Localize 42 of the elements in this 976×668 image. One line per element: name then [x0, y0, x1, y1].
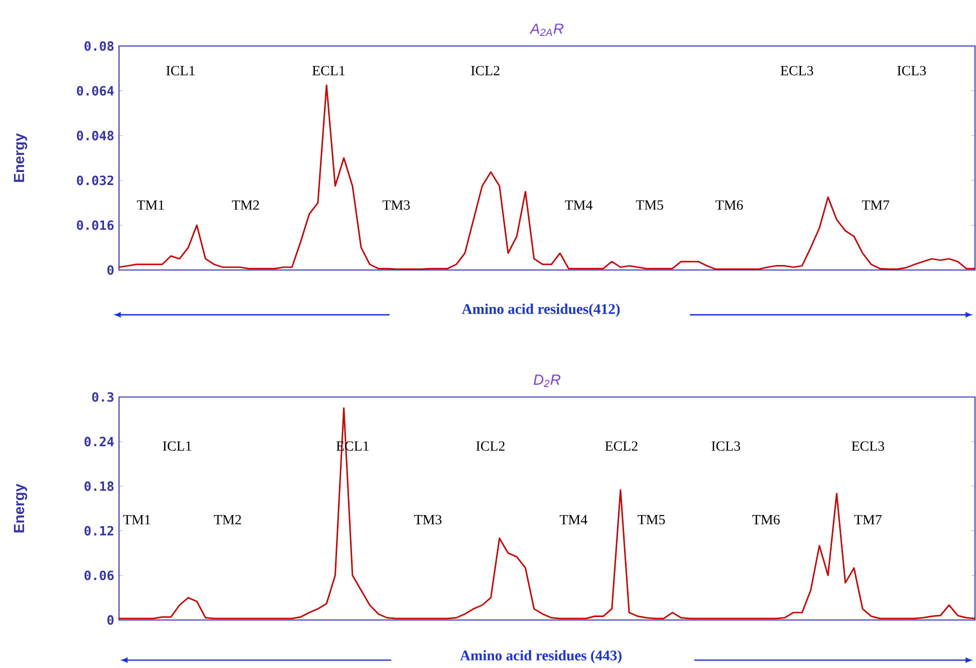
annotation: ICL1	[166, 66, 195, 76]
annotation: TM2	[232, 200, 259, 210]
y-axis-title: Energy	[14, 133, 28, 182]
annotation: TM5	[636, 200, 664, 210]
chart-title: A$_{2A}$R	[529, 24, 564, 36]
y-tick-label: 0.06	[84, 570, 114, 580]
annotation: ICL3	[712, 441, 740, 451]
annotation: TM4	[564, 200, 592, 210]
y-tick-label: 0.064	[76, 86, 114, 96]
y-tick-label: 0.24	[84, 436, 114, 446]
annotation: TM2	[214, 515, 241, 524]
annotation: TM3	[414, 514, 442, 524]
annotation: ICL2	[471, 66, 500, 76]
annotation: TM1	[136, 200, 164, 210]
annotation: ECL2	[605, 441, 638, 451]
y-tick-label: 0.18	[84, 481, 114, 491]
annotation: TM3	[382, 200, 410, 210]
annotation: TM5	[638, 514, 665, 524]
annotation: ICL3	[897, 66, 926, 76]
annotation: ICL2	[476, 441, 505, 451]
annotation: TM4	[560, 515, 588, 524]
annotation: TM6	[752, 514, 780, 524]
annotation: ECL3	[852, 441, 884, 451]
y-tick-label: 0.08	[84, 41, 114, 51]
y-tick-label: 0.016	[76, 220, 114, 230]
x-axis-title: Amino acid residues (443)	[460, 650, 622, 664]
y-tick-label: 0.12	[84, 526, 114, 536]
x-axis-title: Amino acid residues(412)	[462, 304, 620, 317]
y-tick-label: 0.032	[76, 176, 114, 186]
annotation: ECL1	[312, 66, 345, 76]
annotation: ICL1	[162, 441, 192, 451]
annotation: TM6	[716, 200, 743, 210]
chart-title: D$_{2}$R	[534, 374, 560, 387]
annotation: TM7	[854, 515, 882, 524]
annotation: ECL3	[780, 66, 814, 76]
y-axis-title: Energy	[14, 484, 28, 532]
y-tick-label: 0.3	[92, 392, 114, 402]
y-tick-label: 0	[107, 615, 114, 625]
annotation: TM1	[123, 515, 150, 524]
annotation: TM7	[862, 200, 890, 210]
y-tick-label: 0	[107, 265, 114, 275]
y-tick-label: 0.048	[76, 130, 114, 140]
